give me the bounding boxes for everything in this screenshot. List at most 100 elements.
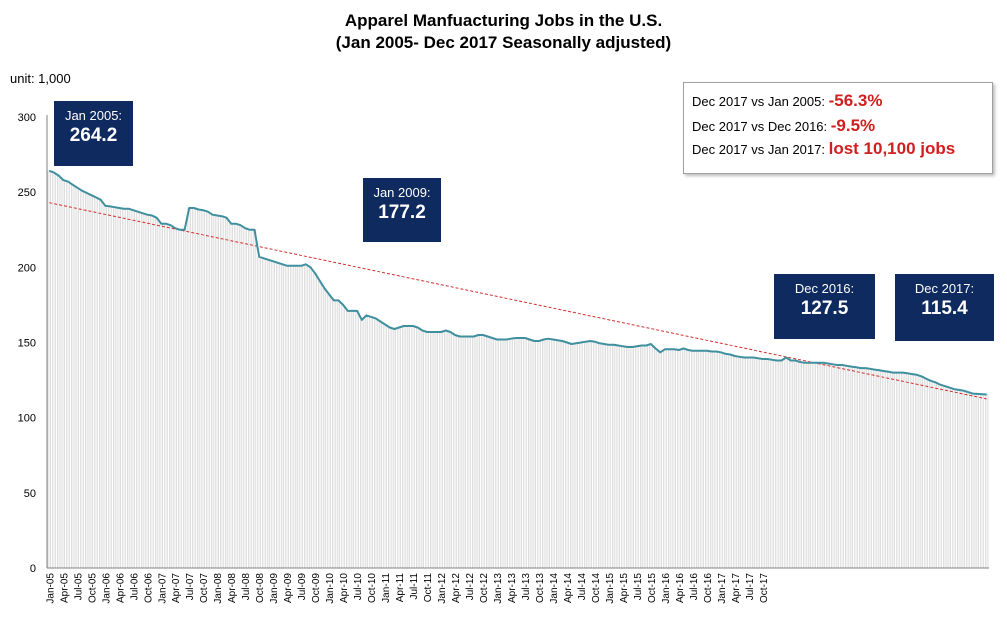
bar [402,325,406,569]
bar [523,337,527,569]
bar [667,349,672,569]
bar [877,370,882,569]
bar [943,385,947,569]
bar [565,342,569,569]
bar [99,199,103,569]
callout-dec-2017: Dec 2017: 115.4 [895,274,994,341]
bar [378,321,383,569]
bar [290,265,294,569]
bar [458,336,462,569]
bar [691,350,695,569]
bar [532,340,536,569]
bar [154,217,159,569]
y-tick-label: 250 [18,187,36,199]
bar [47,170,51,569]
bar [276,262,280,569]
bar [905,373,909,569]
x-tick-label: Oct-15 [647,573,658,603]
callout-jan-2005-value: 264.2 [69,125,118,146]
bar [192,207,196,569]
bar [448,331,452,569]
x-tick-label: Apr-14 [563,573,574,603]
x-tick-label: Jul-14 [577,573,588,601]
bar [220,216,224,569]
bar [332,300,336,569]
x-tick-label: Oct-10 [367,573,378,603]
bar [294,265,299,569]
bar [747,357,751,569]
bar [938,384,942,569]
bar [434,331,438,569]
bar [392,328,397,569]
bar [383,324,387,569]
x-tick-label: Oct-14 [591,573,602,603]
x-tick-label: Jan-10 [325,573,336,604]
x-tick-label: Jul-17 [745,573,756,601]
bar [663,349,667,569]
bar [308,267,313,569]
bar [122,208,126,569]
bar [266,259,271,569]
bar [831,364,835,569]
bar [500,339,504,569]
bar [127,208,131,569]
summary-highlight: -56.3% [828,91,883,110]
bar [486,336,490,569]
bar [336,300,341,569]
bar [859,367,863,569]
bar [775,360,779,569]
bar [910,373,914,569]
bar [350,310,355,569]
x-tick-label: Apr-05 [59,573,70,603]
bar [113,206,117,569]
chart-subtitle: (Jan 2005- Dec 2017 Seasonally adjusted) [335,33,672,52]
bar [723,353,728,569]
bar [947,387,951,569]
summary-box: Dec 2017 vs Jan 2005: -56.3% Dec 2017 vs… [683,82,993,174]
bar [807,362,812,569]
x-tick-label: Apr-08 [227,573,238,603]
bar [89,194,93,569]
bar [985,394,989,569]
bar [593,341,597,569]
x-tick-label: Jul-13 [521,573,532,601]
x-tick-label: Jul-12 [465,573,476,601]
x-tick-label: Apr-17 [731,573,742,603]
bar [528,339,532,569]
bar [420,330,425,569]
bar [658,352,662,569]
bar [649,343,653,569]
bar [728,354,732,569]
callout-jan-2009-value: 177.2 [378,202,426,223]
bar [215,215,219,569]
bar [504,339,508,569]
bar [71,184,75,569]
bar [542,339,546,569]
bar [840,364,844,569]
summary-highlight: lost 10,100 jobs [828,139,956,158]
bar [546,338,550,569]
x-tick-label: Apr-11 [395,573,406,603]
x-tick-label: Jul-10 [353,573,364,601]
bar [299,265,303,569]
summary-row: Dec 2017 vs Jan 2017: lost 10,100 jobs [692,139,955,159]
bar [695,350,700,569]
bar [514,337,518,569]
bar [425,331,429,569]
summary-text: Dec 2017 vs Dec 2016: [692,119,831,134]
bar [714,351,718,569]
bar [812,362,816,569]
x-tick-label: Apr-13 [507,573,518,603]
bar [607,344,611,569]
bar [411,325,415,569]
bar [168,225,173,569]
bar [798,361,802,569]
bar [66,181,70,569]
bar [472,336,476,569]
callout-dec-2016-label: Dec 2016: [794,281,855,296]
x-tick-label: Apr-16 [675,573,686,603]
x-tick-label: Jan-05 [45,573,56,604]
bar [57,175,61,569]
x-tick-label: Jan-17 [717,573,728,604]
x-tick-label: Jul-08 [241,573,252,601]
